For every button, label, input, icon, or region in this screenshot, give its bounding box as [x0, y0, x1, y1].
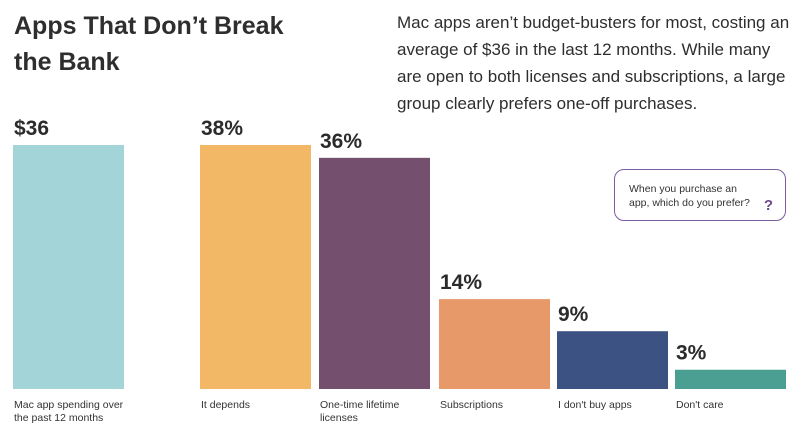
question-text: When you purchase an app, which do you p…: [629, 183, 750, 209]
bar-subscriptions: [439, 299, 550, 389]
value-label-don-t-care: 3%: [676, 342, 707, 365]
category-label-mac-app-spending-over-the-past-12-months: Mac app spending over the past 12 months: [14, 399, 124, 424]
category-label-subscriptions: Subscriptions: [440, 399, 503, 411]
question-mark-icon: ?: [763, 197, 773, 214]
category-label-it-depends: It depends: [201, 399, 250, 411]
category-label-don-t-care: Don't care: [676, 399, 724, 411]
bar-one-time-lifetime-licenses: [319, 157, 430, 389]
page-subtitle: Mac apps aren’t budget-busters for most,…: [397, 13, 790, 113]
value-label-it-depends: 38%: [201, 117, 243, 140]
category-label-i-don-t-buy-apps: I don't buy apps: [558, 399, 632, 411]
bar-don-t-care: [675, 369, 786, 389]
bar-it-depends: [200, 145, 311, 389]
value-label-mac-app-spending-over-the-past-12-months: $36: [14, 117, 49, 140]
page-title: Apps That Don’t Break the Bank: [14, 12, 284, 76]
category-label-one-time-lifetime-licenses: One-time lifetime licenses: [320, 399, 400, 424]
value-label-i-don-t-buy-apps: 9%: [558, 303, 589, 326]
bar-mac-app-spending-over-the-past-12-months: [13, 145, 124, 389]
value-label-subscriptions: 14%: [440, 271, 482, 294]
question-bubble: When you purchase an app, which do you p…: [614, 169, 786, 221]
value-label-one-time-lifetime-licenses: 36%: [320, 130, 362, 153]
bar-i-don-t-buy-apps: [557, 331, 668, 389]
